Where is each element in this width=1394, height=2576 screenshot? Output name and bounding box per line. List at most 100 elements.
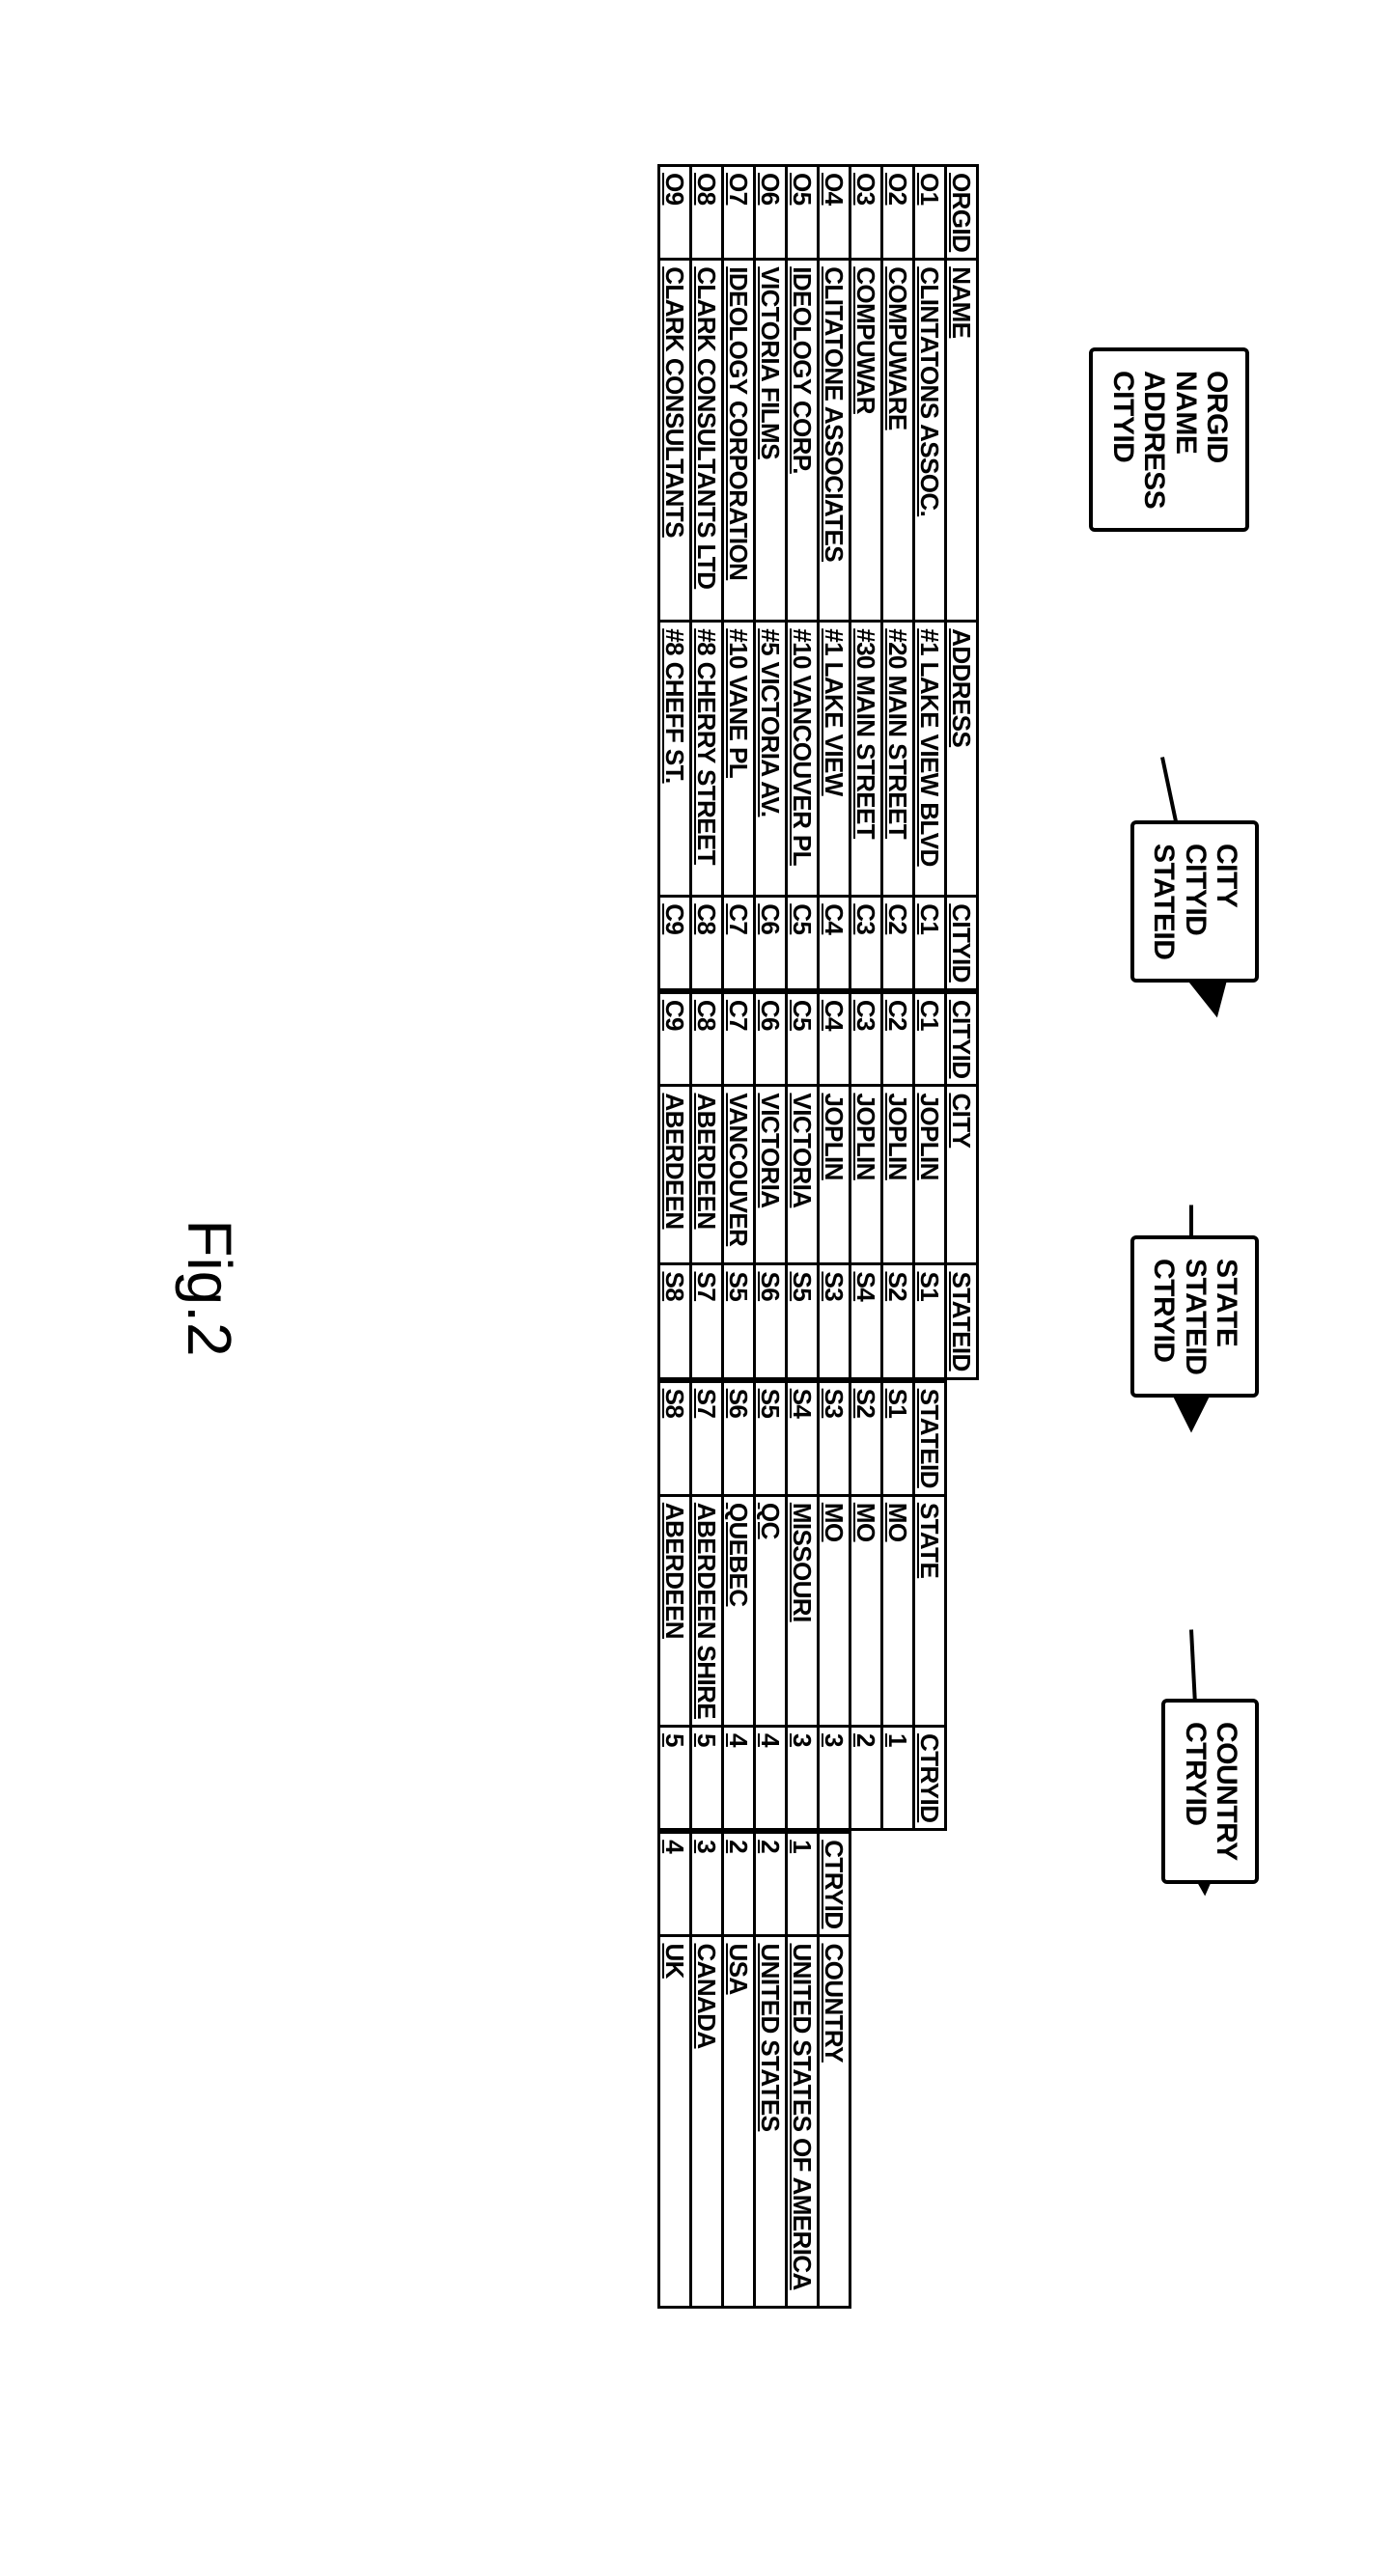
col-name: NAME xyxy=(946,260,978,622)
schema-connectors xyxy=(1008,347,1259,2479)
org-table: ORGIDNAMEADDRESSCITYIDO1CLINTATONS ASSOC… xyxy=(657,164,979,991)
cell: C2 xyxy=(882,992,914,1086)
cell: CLARK CONSULTANTS xyxy=(659,260,691,622)
country-table: CTRYIDCOUNTRY1UNITED STATES OF AMERICA2U… xyxy=(657,1831,851,2309)
col-cityid: CITYID xyxy=(946,992,978,1086)
table-row: C2JOPLINS2 xyxy=(882,992,914,1378)
cell: C9 xyxy=(659,897,691,990)
cell: VICTORIA xyxy=(787,1086,819,1264)
cell: C5 xyxy=(787,992,819,1086)
cell: C4 xyxy=(819,897,850,990)
cell: VICTORIA FILMS xyxy=(755,260,787,622)
cell: COMPUWARE xyxy=(882,260,914,622)
table-row: O8CLARK CONSULTANTS LTD#8 CHERRY STREETC… xyxy=(691,166,723,990)
cell: USA xyxy=(723,1936,755,2308)
table-row: S7ABERDEEN SHIRE5 xyxy=(691,1381,723,1830)
cell: #10 VANE PL xyxy=(723,622,755,897)
cell: S8 xyxy=(659,1381,691,1495)
schema-diagram: ORGID NAME ADDRESS CITYID CITY CITYID STA… xyxy=(1008,347,1259,2479)
table-row: S4MISSOURI3 xyxy=(787,1381,819,1830)
cell: QUEBEC xyxy=(723,1495,755,1726)
cell: MO xyxy=(882,1495,914,1726)
table-row: C7VANCOUVERS5 xyxy=(723,992,755,1378)
cell: 3 xyxy=(819,1727,850,1830)
cell: C4 xyxy=(819,992,850,1086)
col-cityid: CITYID xyxy=(946,897,978,990)
schema-box-city: CITY CITYID STATEID xyxy=(1130,820,1259,983)
table-row: C6VICTORIAS6 xyxy=(755,992,787,1378)
cell: #5 VICTORIA AV. xyxy=(755,622,787,897)
table-row: O1CLINTATONS ASSOC.#1 LAKE VIEW BLVDC1 xyxy=(914,166,946,990)
cell: 1 xyxy=(882,1727,914,1830)
cell: S7 xyxy=(691,1381,723,1495)
cell: COMPUWAR xyxy=(850,260,882,622)
table-row: 1UNITED STATES OF AMERICA xyxy=(787,1833,819,2308)
cell: MO xyxy=(850,1495,882,1726)
cell: 2 xyxy=(850,1727,882,1830)
table-row: C5VICTORIAS5 xyxy=(787,992,819,1378)
table-row: C9ABERDEENS8 xyxy=(659,992,691,1378)
cell: S3 xyxy=(819,1264,850,1378)
cell: C9 xyxy=(659,992,691,1086)
cell: 4 xyxy=(659,1833,691,1936)
cell: UK xyxy=(659,1936,691,2308)
cell: S5 xyxy=(723,1264,755,1378)
table-header-row: STATEIDSTATECTRYID xyxy=(914,1381,946,1830)
cell: C6 xyxy=(755,992,787,1086)
schema-box-country: COUNTRY CTRYID xyxy=(1161,1699,1259,1884)
table-row: 2UNITED STATES xyxy=(755,1833,787,2308)
cell: S2 xyxy=(850,1381,882,1495)
cell: 3 xyxy=(787,1727,819,1830)
col-orgid: ORGID xyxy=(946,166,978,260)
table-row: O3COMPUWAR#30 MAIN STREETC3 xyxy=(850,166,882,990)
schema-box-org: ORGID NAME ADDRESS CITYID xyxy=(1089,347,1249,532)
table-row: S8ABERDEEN5 xyxy=(659,1381,691,1830)
cell: CLARK CONSULTANTS LTD xyxy=(691,260,723,622)
cell: C1 xyxy=(914,897,946,990)
cell: JOPLIN xyxy=(850,1086,882,1264)
cell: MISSOURI xyxy=(787,1495,819,1726)
cell: C3 xyxy=(850,992,882,1086)
state-table: STATEIDSTATECTRYIDS1MO1S2MO2S3MO3S4MISSO… xyxy=(657,1380,947,1832)
table-row: S1MO1 xyxy=(882,1381,914,1830)
cell: C5 xyxy=(787,897,819,990)
cell: 2 xyxy=(755,1833,787,1936)
table-row: 4UK xyxy=(659,1833,691,2308)
cell: 3 xyxy=(691,1833,723,1936)
page: ORGID NAME ADDRESS CITYID CITY CITYID STA… xyxy=(0,0,1394,2576)
cell: QC xyxy=(755,1495,787,1726)
cell: C1 xyxy=(914,992,946,1086)
cell: S7 xyxy=(691,1264,723,1378)
table-row: S3MO3 xyxy=(819,1381,850,1830)
cell: C7 xyxy=(723,897,755,990)
col-ctryid: CTRYID xyxy=(819,1833,850,1936)
table-row: S6QUEBEC4 xyxy=(723,1381,755,1830)
cell: S1 xyxy=(882,1381,914,1495)
cell: C8 xyxy=(691,897,723,990)
cell: CLITATONE ASSOCIATES xyxy=(819,260,850,622)
cell: O4 xyxy=(819,166,850,260)
cell: JOPLIN xyxy=(914,1086,946,1264)
table-header-row: CITYIDCITYSTATEID xyxy=(946,992,978,1378)
table-row: C4JOPLINS3 xyxy=(819,992,850,1378)
cell: ABERDEEN xyxy=(659,1086,691,1264)
cell: O3 xyxy=(850,166,882,260)
table-row: C1JOPLINS1 xyxy=(914,992,946,1378)
cell: #20 MAIN STREET xyxy=(882,622,914,897)
cell: CLINTATONS ASSOC. xyxy=(914,260,946,622)
col-city: CITY xyxy=(946,1086,978,1264)
col-ctryid: CTRYID xyxy=(914,1727,946,1830)
cell: IDEOLOGY CORP. xyxy=(787,260,819,622)
cell: 4 xyxy=(723,1727,755,1830)
city-table: CITYIDCITYSTATEIDC1JOPLINS1C2JOPLINS2C3J… xyxy=(657,991,979,1380)
cell: O1 xyxy=(914,166,946,260)
cell: CANADA xyxy=(691,1936,723,2308)
table-row: O9CLARK CONSULTANTS#8 CHEFF ST.C9 xyxy=(659,166,691,990)
cell: 2 xyxy=(723,1833,755,1936)
col-stateid: STATEID xyxy=(946,1264,978,1378)
cell: #30 MAIN STREET xyxy=(850,622,882,897)
table-row: O4CLITATONE ASSOCIATES#1 LAKE VIEWC4 xyxy=(819,166,850,990)
cell: S1 xyxy=(914,1264,946,1378)
cell: S5 xyxy=(787,1264,819,1378)
table-row: S2MO2 xyxy=(850,1381,882,1830)
